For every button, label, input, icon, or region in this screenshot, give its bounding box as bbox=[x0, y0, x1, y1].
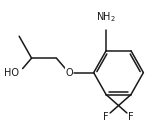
Text: HO: HO bbox=[4, 68, 19, 78]
Text: NH$_2$: NH$_2$ bbox=[96, 10, 116, 24]
Text: F: F bbox=[103, 112, 109, 122]
Text: O: O bbox=[65, 68, 73, 78]
Text: F: F bbox=[128, 112, 134, 122]
